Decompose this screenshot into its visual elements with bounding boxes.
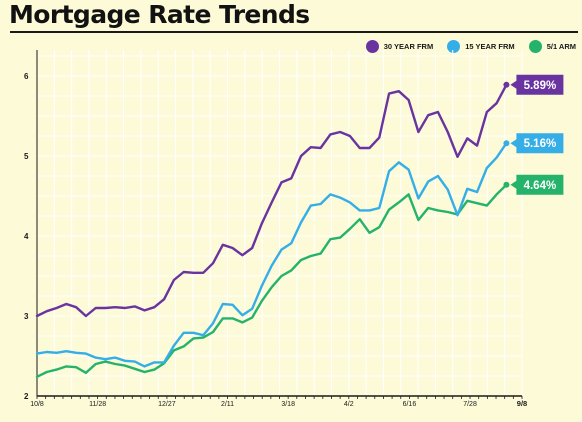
x-tick-label-12-27: 12/27: [158, 401, 176, 408]
legend-item-30-year-frm: 30 YEAR FRM: [365, 40, 434, 53]
y-tick-label-4: 4: [24, 232, 29, 241]
x-tick-label-3-18: 3/18: [281, 401, 295, 408]
y-tick-label-5: 5: [24, 152, 29, 161]
end-label-5-1-arm: 4.64%: [524, 180, 557, 192]
x-tick-label-11-28: 11/28: [89, 401, 106, 408]
x-tick-label-2-11: 2/11: [221, 401, 234, 408]
legend-label-30-year-frm: 30 YEAR FRM: [383, 42, 434, 51]
legend-swatch-15-year-frm: [447, 40, 461, 53]
legend-swatch-30-year-frm: [365, 40, 379, 53]
end-label-badge-15-year-frm: [510, 133, 564, 154]
end-label-30-year-frm: 5.89%: [524, 80, 557, 92]
end-label-badge-5-1-arm: [510, 174, 564, 195]
series-line-5-1-arm: [35, 183, 508, 378]
x-tick-label-7-28: 7/28: [463, 401, 477, 408]
legend-item-15-year-frm: 15 YEAR FRM: [447, 40, 515, 53]
y-tick-label-2: 2: [24, 392, 29, 401]
x-tick-label-10-8: 10/8: [30, 401, 44, 408]
end-label-15-year-frm: 5.16%: [524, 138, 557, 150]
y-tick-label-6: 6: [24, 72, 29, 81]
legend-item-5-1-arm: 5/1 ARM: [528, 40, 576, 53]
x-tick-label-4-2: 4/2: [344, 401, 354, 408]
y-tick-label-3: 3: [24, 312, 29, 321]
series-line-15-year-frm: [35, 141, 508, 368]
series-endpoint-15-year-frm: [503, 140, 510, 147]
x-tick-label-6-16: 6/16: [403, 401, 417, 408]
end-label-badge-30-year-frm: [510, 74, 564, 95]
series-endpoint-5-1-arm: [503, 181, 510, 188]
legend-label-15-year-frm: 15 YEAR FRM: [465, 42, 515, 51]
series-line-30-year-frm: [35, 83, 508, 318]
title-divider: [10, 31, 578, 33]
legend: 30 YEAR FRM 15 YEAR FRM 5/1 ARM: [365, 40, 576, 53]
series-endpoint-30-year-frm: [503, 81, 510, 88]
chart-title: Mortgage Rate Trends: [9, 0, 310, 29]
x-tick-label-9-8: 9/8: [517, 399, 527, 408]
legend-label-5-1-arm: 5/1 ARM: [546, 42, 576, 51]
legend-swatch-5-1-arm: [528, 40, 542, 53]
